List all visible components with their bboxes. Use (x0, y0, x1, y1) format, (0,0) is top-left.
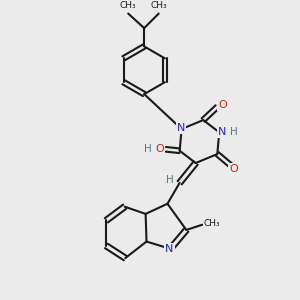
Text: N: N (177, 123, 185, 133)
Text: N: N (218, 127, 226, 137)
Text: H: H (167, 175, 174, 185)
Text: H: H (230, 127, 238, 137)
Text: O: O (229, 164, 238, 174)
Text: N: N (165, 244, 174, 254)
Text: O: O (218, 100, 227, 110)
Text: CH₃: CH₃ (204, 219, 220, 228)
Text: O: O (155, 144, 164, 154)
Text: CH₃: CH₃ (120, 1, 136, 10)
Text: CH₃: CH₃ (150, 1, 167, 10)
Text: H: H (144, 144, 152, 154)
